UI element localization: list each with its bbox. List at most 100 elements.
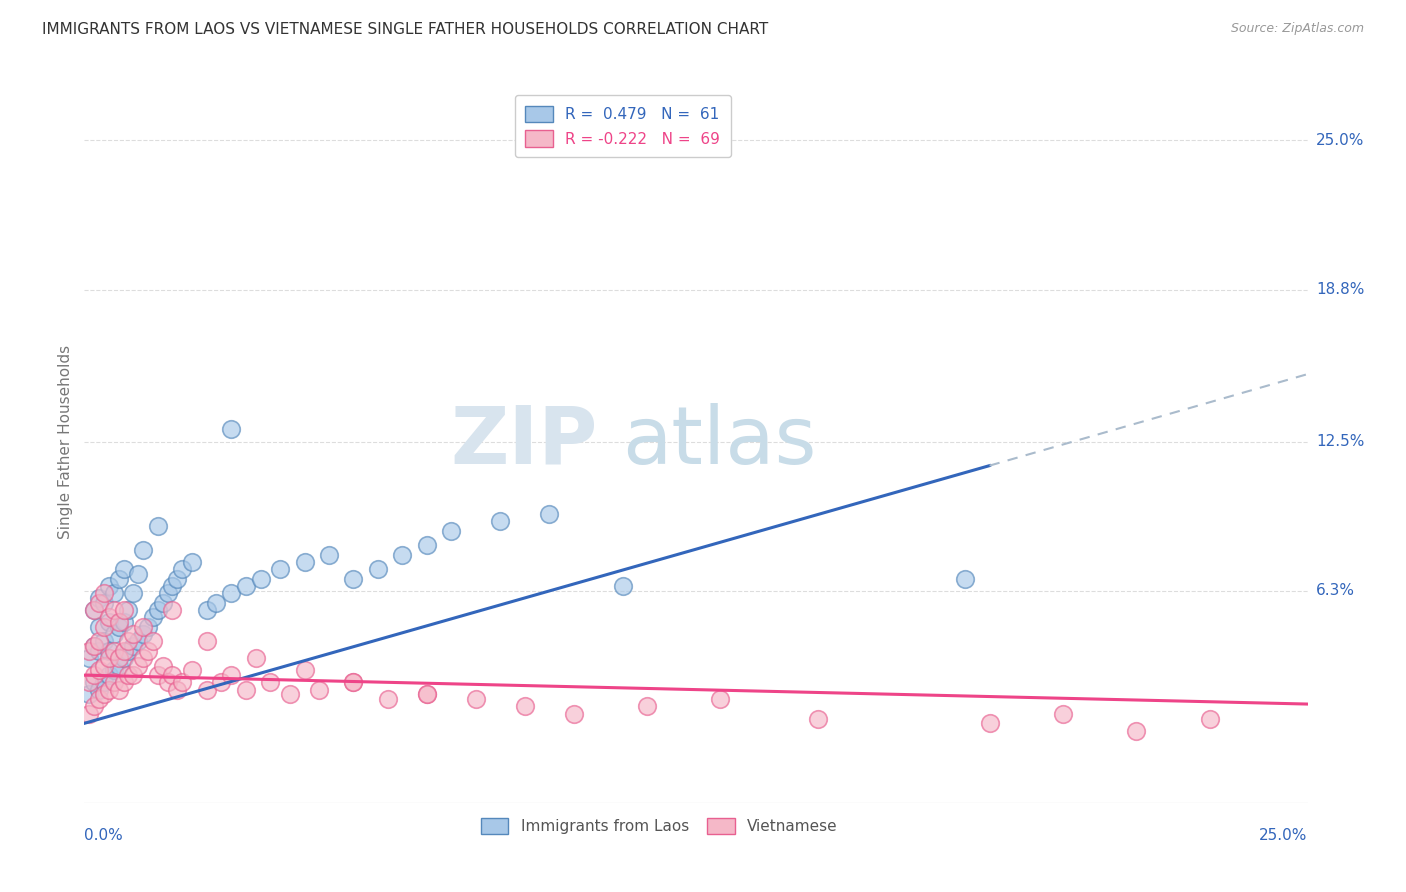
Point — [87, 664, 110, 678]
Point — [93, 586, 115, 600]
Point — [1052, 706, 1074, 721]
Point — [209, 675, 232, 690]
Text: 0.0%: 0.0% — [84, 828, 124, 843]
Point — [97, 682, 120, 697]
Point — [377, 692, 399, 706]
Point — [117, 644, 139, 658]
Point — [87, 591, 110, 606]
Point — [117, 603, 139, 617]
Text: 12.5%: 12.5% — [1316, 434, 1364, 449]
Point — [195, 682, 218, 697]
Point — [83, 603, 105, 617]
Point — [172, 675, 194, 690]
Point — [146, 519, 169, 533]
Point — [112, 644, 135, 658]
Point — [636, 699, 658, 714]
Point — [122, 586, 145, 600]
Point — [103, 603, 125, 617]
Point — [807, 712, 830, 726]
Point — [146, 603, 169, 617]
Point — [181, 555, 204, 569]
Point — [162, 579, 184, 593]
Point — [93, 658, 115, 673]
Point — [562, 706, 585, 721]
Point — [83, 699, 105, 714]
Point — [132, 627, 155, 641]
Point — [122, 668, 145, 682]
Legend: Immigrants from Laos, Vietnamese: Immigrants from Laos, Vietnamese — [474, 810, 845, 842]
Point — [489, 514, 512, 528]
Point — [117, 634, 139, 648]
Point — [152, 658, 174, 673]
Point — [136, 620, 159, 634]
Point — [93, 620, 115, 634]
Point — [142, 634, 165, 648]
Point — [416, 687, 439, 701]
Point — [87, 692, 110, 706]
Point — [156, 586, 179, 600]
Point — [122, 639, 145, 653]
Point — [87, 644, 110, 658]
Text: atlas: atlas — [623, 402, 817, 481]
Text: ZIP: ZIP — [451, 402, 598, 481]
Point — [294, 555, 316, 569]
Point — [219, 423, 242, 437]
Point — [122, 627, 145, 641]
Point — [391, 548, 413, 562]
Point — [107, 682, 129, 697]
Point — [97, 668, 120, 682]
Point — [77, 644, 100, 658]
Point — [97, 615, 120, 630]
Point — [127, 658, 149, 673]
Text: 25.0%: 25.0% — [1316, 133, 1364, 148]
Point — [367, 562, 389, 576]
Point — [112, 562, 135, 576]
Point — [249, 572, 271, 586]
Point — [318, 548, 340, 562]
Point — [103, 627, 125, 641]
Point — [112, 675, 135, 690]
Point — [77, 687, 100, 701]
Text: IMMIGRANTS FROM LAOS VS VIETNAMESE SINGLE FATHER HOUSEHOLDS CORRELATION CHART: IMMIGRANTS FROM LAOS VS VIETNAMESE SINGL… — [42, 22, 769, 37]
Point — [107, 658, 129, 673]
Y-axis label: Single Father Households: Single Father Households — [58, 344, 73, 539]
Point — [127, 634, 149, 648]
Point — [107, 572, 129, 586]
Point — [172, 562, 194, 576]
Point — [440, 524, 463, 538]
Point — [342, 572, 364, 586]
Point — [219, 668, 242, 682]
Point — [612, 579, 634, 593]
Point — [83, 668, 105, 682]
Point — [83, 639, 105, 653]
Point — [205, 596, 228, 610]
Text: Source: ZipAtlas.com: Source: ZipAtlas.com — [1230, 22, 1364, 36]
Point — [97, 579, 120, 593]
Point — [107, 620, 129, 634]
Point — [97, 610, 120, 624]
Point — [103, 644, 125, 658]
Point — [142, 610, 165, 624]
Point — [77, 706, 100, 721]
Point — [127, 567, 149, 582]
Point — [235, 682, 257, 697]
Point — [166, 682, 188, 697]
Point — [979, 716, 1001, 731]
Point — [107, 615, 129, 630]
Point — [87, 620, 110, 634]
Point — [83, 603, 105, 617]
Point — [464, 692, 486, 706]
Point — [83, 639, 105, 653]
Point — [156, 675, 179, 690]
Point — [132, 620, 155, 634]
Point — [278, 687, 301, 701]
Point — [162, 668, 184, 682]
Point — [107, 651, 129, 665]
Point — [103, 586, 125, 600]
Point — [132, 651, 155, 665]
Point — [166, 572, 188, 586]
Point — [77, 651, 100, 665]
Point — [93, 634, 115, 648]
Point — [259, 675, 281, 690]
Point — [136, 644, 159, 658]
